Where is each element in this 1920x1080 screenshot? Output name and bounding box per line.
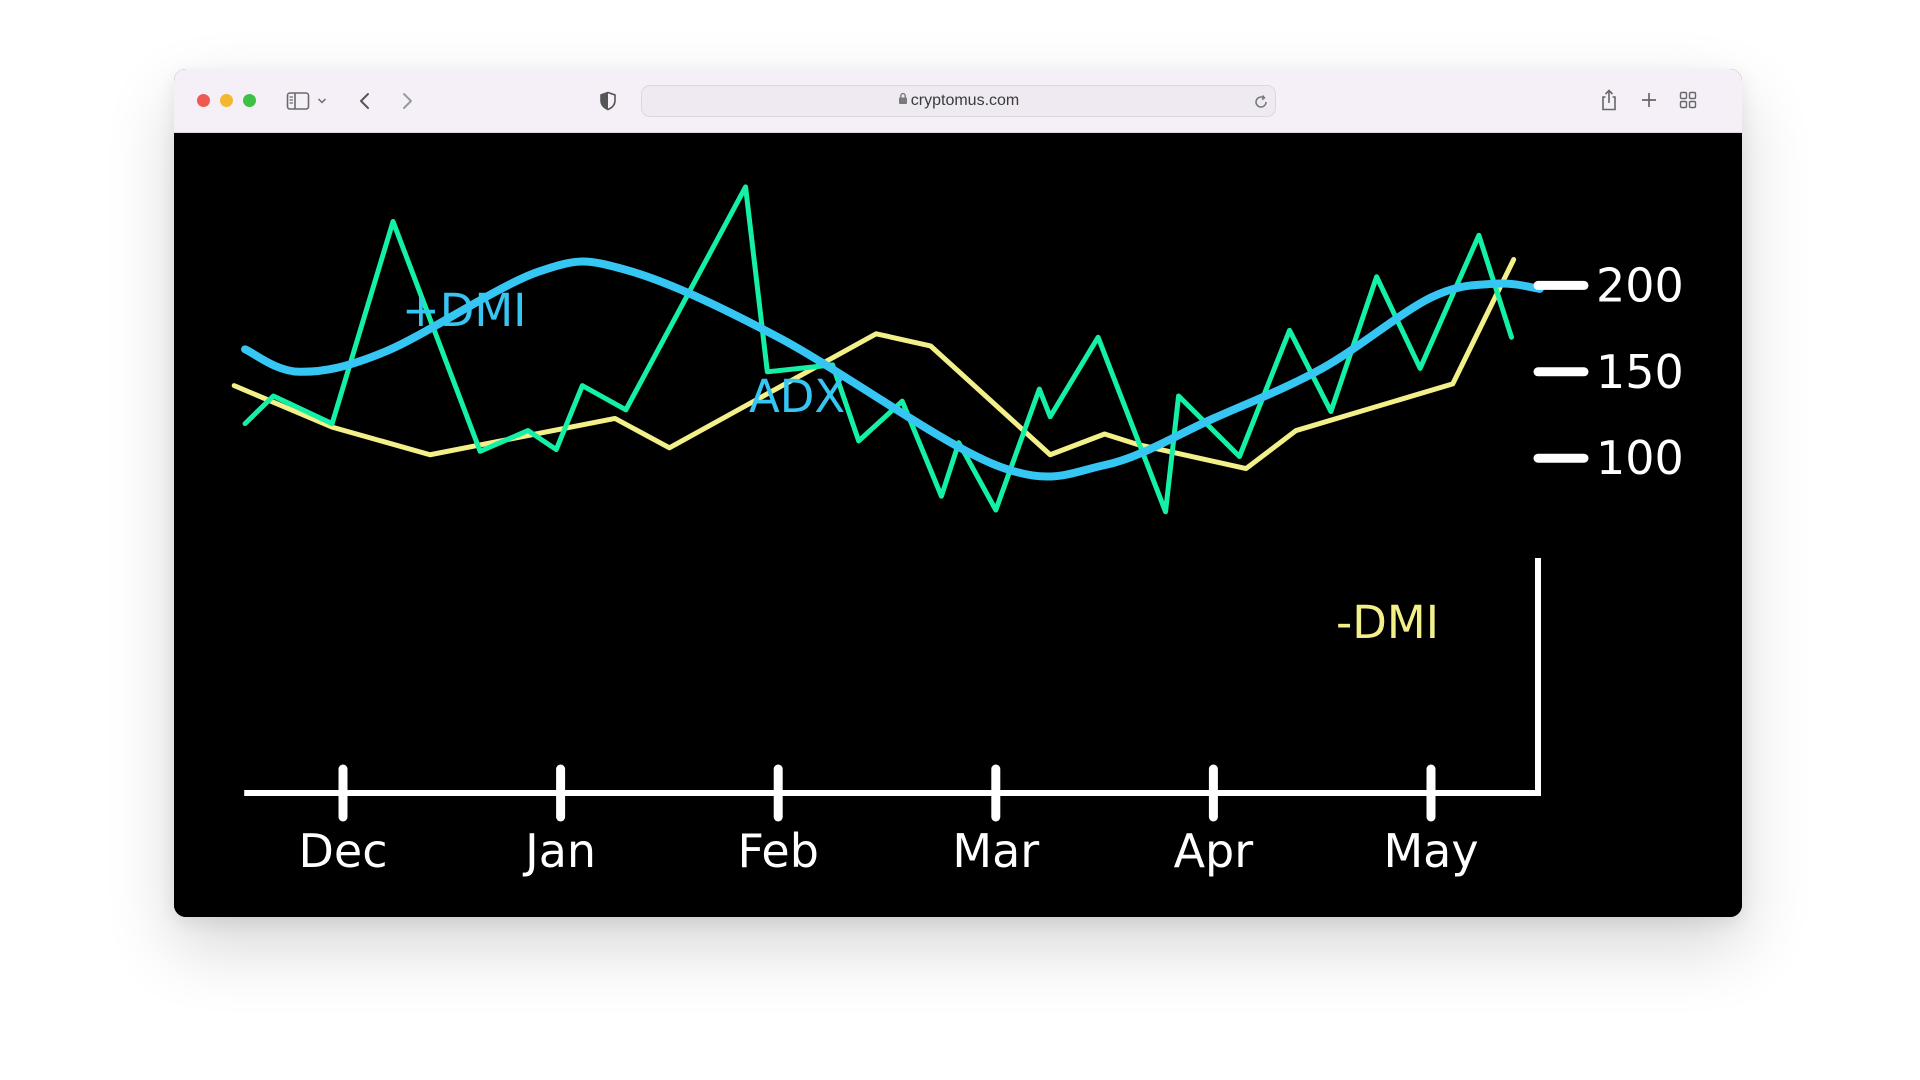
series-adx-line	[241, 257, 1544, 481]
y-tick-label: 200	[1596, 258, 1684, 312]
y-tick-label: 100	[1596, 431, 1684, 485]
adx-label: ADX	[749, 370, 845, 423]
chevron-down-icon[interactable]	[317, 97, 327, 105]
x-tick-label: Jan	[522, 824, 596, 878]
page-content: Dec Jan Feb Mar Apr May 200 150 100 +DMI ADX -D…	[174, 133, 1742, 917]
browser-toolbar: cryptomus.com	[174, 69, 1742, 133]
series-minus-dmi-line	[231, 256, 1517, 472]
series-plus-dmi-line	[242, 184, 1515, 515]
x-tick-label: May	[1383, 824, 1478, 878]
x-tick-label: Dec	[298, 824, 387, 878]
plus-dmi-label: +DMI	[402, 284, 526, 337]
minus-dmi-label: -DMI	[1336, 596, 1439, 649]
minimize-window-button[interactable]	[220, 94, 233, 107]
tab-grid-icon[interactable]	[1679, 91, 1697, 109]
dmi-adx-chart: Dec Jan Feb Mar Apr May 200 150 100 +DMI ADX -D…	[231, 184, 1684, 878]
series-layer	[231, 184, 1544, 515]
address-bar[interactable]: cryptomus.com	[641, 85, 1276, 117]
x-tick-label: Mar	[952, 824, 1039, 878]
close-window-button[interactable]	[197, 94, 210, 107]
sidebar-icon[interactable]	[286, 91, 310, 111]
axis-line	[244, 558, 1541, 796]
plus-icon[interactable]	[1640, 91, 1658, 109]
y-tick-layer: 200 150 100	[1533, 258, 1684, 485]
axis-layer	[244, 558, 1541, 796]
zoom-window-button[interactable]	[243, 94, 256, 107]
browser-window: cryptomus.com Dec Jan Feb Mar Apr May 200 150 1…	[174, 69, 1742, 917]
y-tick-label: 150	[1596, 345, 1684, 399]
url-text: cryptomus.com	[910, 92, 1020, 110]
x-tick-layer: Dec Jan Feb Mar Apr May	[298, 764, 1479, 878]
x-tick-label: Apr	[1174, 824, 1254, 878]
reload-icon[interactable]	[1253, 94, 1269, 110]
back-icon[interactable]	[358, 91, 372, 111]
share-icon[interactable]	[1600, 88, 1618, 112]
forward-icon[interactable]	[400, 91, 414, 111]
lock-icon	[898, 86, 908, 116]
x-tick-label: Feb	[737, 824, 818, 878]
shield-icon[interactable]	[599, 91, 617, 111]
